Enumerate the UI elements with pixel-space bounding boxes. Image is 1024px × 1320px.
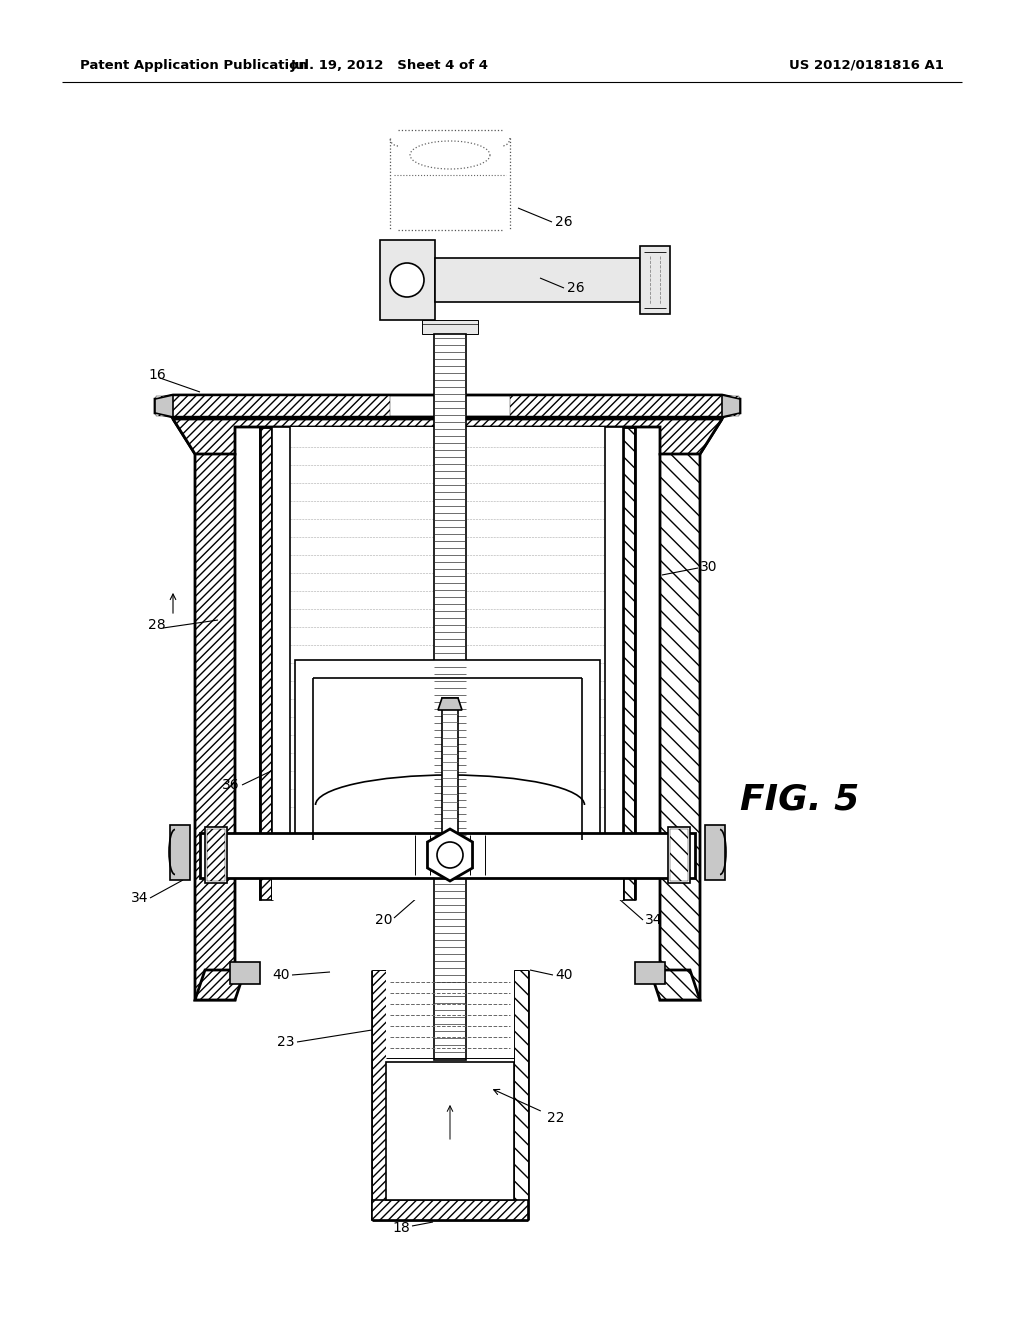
Text: 40: 40	[272, 968, 290, 982]
Text: 30: 30	[700, 560, 718, 574]
Polygon shape	[195, 970, 245, 1001]
Bar	[510, 396, 739, 416]
Text: 20: 20	[375, 913, 392, 927]
Bar	[514, 970, 528, 1220]
Bar	[623, 426, 635, 900]
Polygon shape	[427, 829, 472, 880]
Text: US 2012/0181816 A1: US 2012/0181816 A1	[790, 58, 944, 71]
Text: 28: 28	[148, 618, 166, 632]
Bar	[205, 828, 227, 883]
Text: 40: 40	[555, 968, 572, 982]
Polygon shape	[660, 418, 722, 1001]
Bar	[435, 257, 640, 302]
Bar	[670, 829, 688, 880]
Bar	[372, 1200, 528, 1220]
Bar	[207, 829, 225, 880]
Text: 24: 24	[535, 478, 553, 492]
Bar	[295, 660, 600, 840]
Bar	[372, 970, 386, 1220]
Text: 34: 34	[130, 891, 148, 906]
Polygon shape	[173, 418, 722, 454]
Text: Jul. 19, 2012   Sheet 4 of 4: Jul. 19, 2012 Sheet 4 of 4	[291, 58, 489, 71]
Bar	[668, 828, 690, 883]
Text: 38: 38	[201, 841, 218, 855]
Bar	[386, 970, 514, 1200]
Bar	[605, 426, 623, 840]
Text: 26: 26	[567, 281, 585, 294]
Text: 18: 18	[392, 1221, 410, 1236]
Bar	[380, 240, 435, 319]
Text: 36: 36	[605, 803, 623, 817]
Circle shape	[437, 842, 463, 869]
Text: 23: 23	[278, 1035, 295, 1049]
Bar	[386, 1063, 514, 1200]
Bar	[640, 246, 670, 314]
Bar	[434, 334, 466, 1060]
Text: FIG. 5: FIG. 5	[740, 783, 859, 817]
Text: 36: 36	[222, 777, 240, 792]
Circle shape	[390, 263, 424, 297]
Bar	[200, 833, 695, 878]
Text: 22: 22	[547, 1111, 564, 1125]
Polygon shape	[155, 395, 740, 417]
Text: 34: 34	[645, 913, 663, 927]
Polygon shape	[173, 418, 234, 1001]
Bar	[170, 825, 190, 880]
Polygon shape	[722, 395, 740, 417]
Bar	[230, 962, 260, 983]
Text: Patent Application Publication: Patent Application Publication	[80, 58, 308, 71]
Bar	[705, 825, 725, 880]
Bar	[635, 962, 665, 983]
Text: 26: 26	[555, 215, 572, 228]
Bar	[260, 426, 272, 900]
Text: 38: 38	[630, 841, 647, 855]
Text: 32: 32	[310, 585, 328, 599]
Bar	[422, 319, 478, 334]
Text: 16: 16	[148, 368, 166, 381]
Bar	[272, 426, 290, 840]
Polygon shape	[650, 970, 700, 1001]
Polygon shape	[438, 698, 462, 710]
Bar	[272, 426, 623, 900]
Bar	[156, 396, 390, 416]
Polygon shape	[155, 395, 173, 417]
Bar	[442, 698, 458, 836]
